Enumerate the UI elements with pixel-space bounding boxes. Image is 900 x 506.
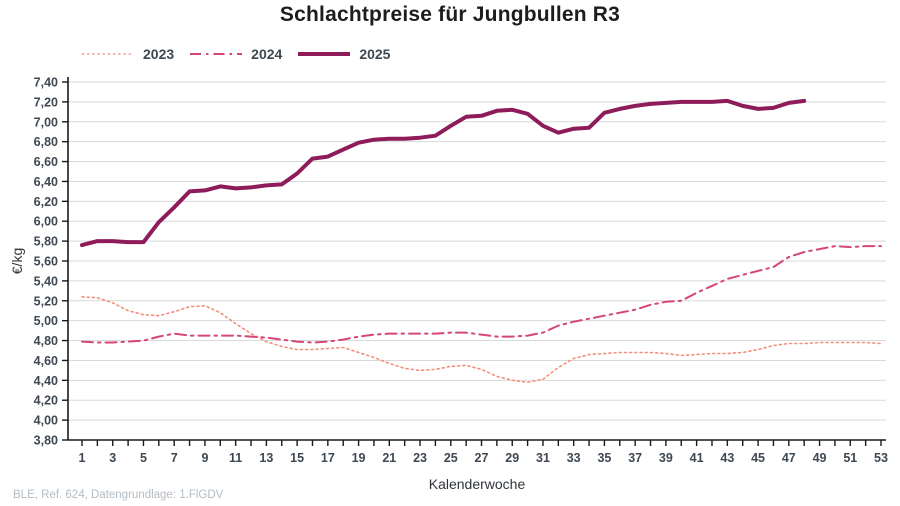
legend-item-2023: 2023 [80, 46, 174, 62]
svg-text:4,20: 4,20 [34, 394, 58, 408]
svg-text:35: 35 [597, 451, 611, 465]
series-line-2025 [80, 98, 807, 248]
legend-label-2024: 2024 [251, 46, 283, 62]
svg-text:5,80: 5,80 [34, 235, 58, 249]
svg-text:5,20: 5,20 [34, 294, 58, 308]
svg-text:27: 27 [475, 451, 489, 465]
legend-item-2025: 2025 [296, 46, 390, 62]
svg-text:13: 13 [259, 451, 273, 465]
legend-line-2024-icon [190, 53, 243, 55]
svg-text:7,00: 7,00 [34, 115, 58, 129]
svg-text:3: 3 [109, 451, 116, 465]
axes [67, 77, 886, 441]
svg-text:25: 25 [444, 451, 458, 465]
svg-text:15: 15 [290, 451, 304, 465]
legend-line-2023-icon [82, 53, 134, 55]
svg-text:6,40: 6,40 [34, 175, 58, 189]
svg-text:5: 5 [140, 451, 147, 465]
svg-text:23: 23 [413, 451, 427, 465]
gridlines [68, 81, 886, 421]
svg-text:7,20: 7,20 [34, 95, 58, 109]
svg-text:11: 11 [229, 451, 242, 465]
svg-text:53: 53 [874, 451, 888, 465]
legend-label-2023: 2023 [143, 46, 175, 62]
legend-label-2025: 2025 [359, 46, 391, 62]
svg-text:4,60: 4,60 [34, 354, 58, 368]
legend-line-2025-icon [298, 52, 351, 56]
svg-text:3,80: 3,80 [34, 434, 58, 448]
x-axis-label: Kalenderwoche [429, 476, 526, 492]
svg-text:7: 7 [171, 451, 178, 465]
series-line-2023 [81, 296, 882, 384]
svg-text:21: 21 [382, 451, 396, 465]
svg-text:9: 9 [201, 451, 208, 465]
svg-text:47: 47 [782, 451, 796, 465]
svg-text:31: 31 [536, 451, 550, 465]
svg-text:6,00: 6,00 [34, 215, 58, 229]
svg-text:6,20: 6,20 [34, 195, 58, 209]
svg-text:1: 1 [79, 451, 86, 465]
legend-item-2024: 2024 [188, 46, 282, 62]
svg-text:6,80: 6,80 [34, 135, 58, 149]
svg-text:5,60: 5,60 [34, 255, 58, 269]
svg-text:33: 33 [567, 451, 581, 465]
chart-title: Schlachtpreise für Jungbullen R3 [279, 3, 621, 26]
svg-text:37: 37 [628, 451, 642, 465]
y-axis-ticks: 3,80 4,00 4,20 4,40 4,60 4,80 5,00 5,20 5,40 5,60… [34, 76, 68, 448]
svg-text:45: 45 [751, 451, 765, 465]
svg-text:29: 29 [505, 451, 519, 465]
x-axis-ticks: 1 3 5 7 9 11 13 15 17 19 21 23 25 27 29 31 33 35 37 39 41 43 4… [79, 440, 888, 465]
svg-text:19: 19 [352, 451, 366, 465]
svg-text:4,80: 4,80 [34, 334, 58, 348]
svg-text:17: 17 [321, 451, 335, 465]
svg-text:49: 49 [813, 451, 827, 465]
source-note: BLE, Ref. 624, Datengrundlage: 1.FlGDV [13, 489, 224, 501]
svg-text:6,60: 6,60 [34, 155, 58, 169]
svg-text:5,00: 5,00 [34, 314, 58, 328]
svg-text:41: 41 [690, 451, 704, 465]
y-axis-label: €/kg [9, 248, 25, 274]
svg-text:7,40: 7,40 [34, 76, 58, 90]
svg-text:51: 51 [843, 451, 857, 465]
svg-text:43: 43 [720, 451, 734, 465]
series-line-2024 [81, 245, 882, 344]
chart-legend: 2023 2024 2025 [80, 46, 390, 62]
svg-text:39: 39 [659, 451, 673, 465]
svg-text:5,40: 5,40 [34, 274, 58, 288]
svg-text:4,40: 4,40 [34, 374, 58, 388]
svg-text:4,00: 4,00 [34, 414, 58, 428]
